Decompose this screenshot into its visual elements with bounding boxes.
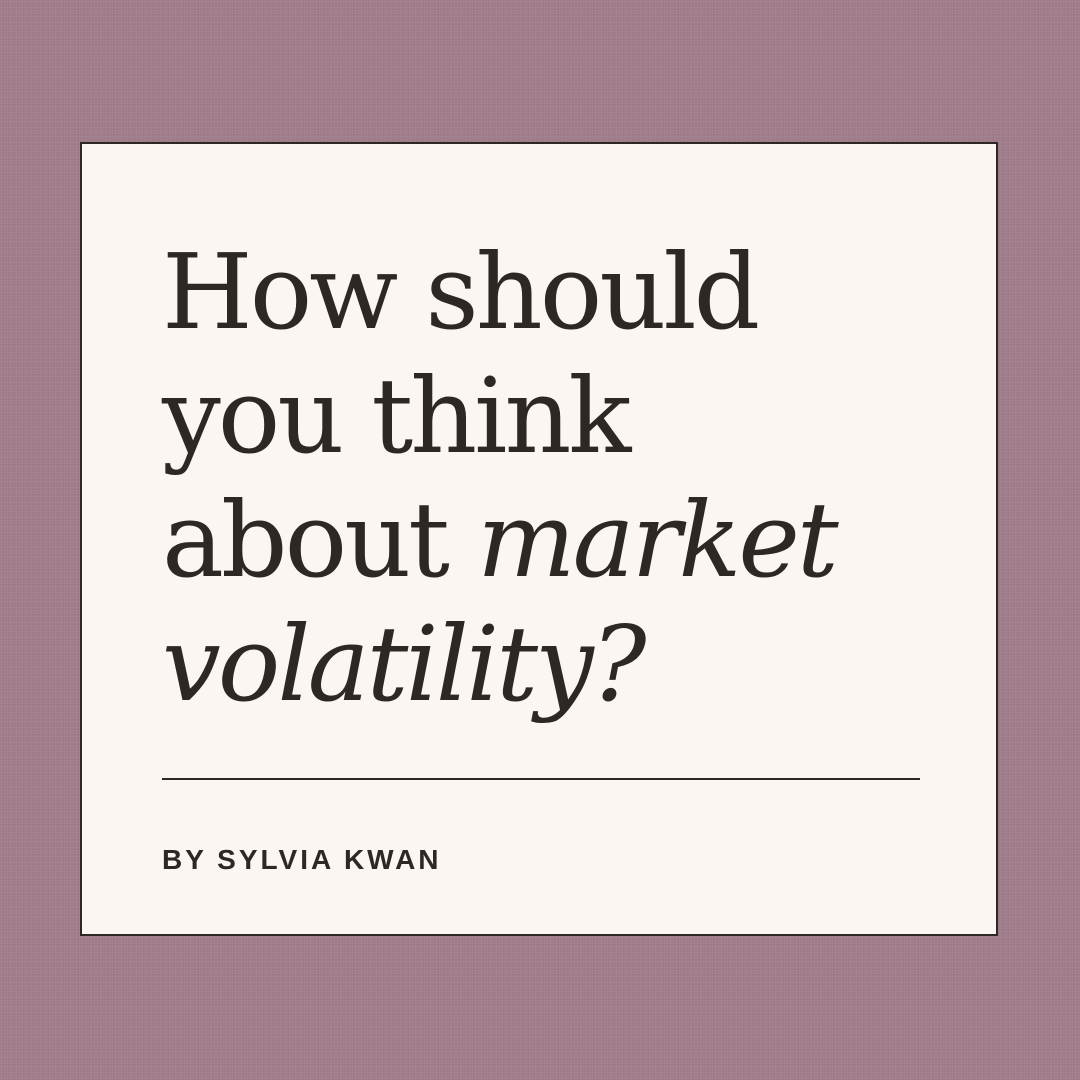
headline-line-3: about market bbox=[162, 478, 942, 602]
headline-emphasis-volatility: volatility? bbox=[162, 603, 647, 725]
headline: How should you think about market volati… bbox=[162, 230, 942, 726]
divider-line bbox=[162, 778, 920, 780]
headline-line-4: volatility? bbox=[162, 602, 942, 726]
author-byline: BY SYLVIA KWAN bbox=[162, 844, 442, 875]
headline-line-3-plain: about bbox=[162, 479, 478, 601]
headline-line-2: you think bbox=[162, 355, 631, 477]
headline-emphasis-market: market bbox=[477, 479, 839, 601]
quote-card: How should you think about market volati… bbox=[80, 142, 998, 936]
headline-line-1: How should bbox=[162, 231, 760, 353]
